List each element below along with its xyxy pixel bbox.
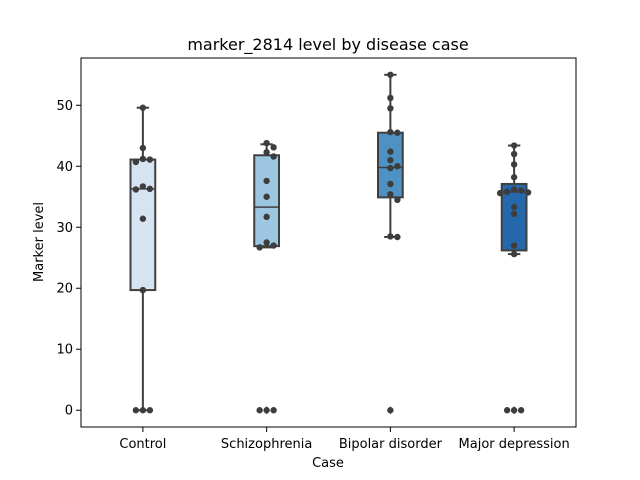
data-point xyxy=(387,105,394,112)
data-point xyxy=(510,174,518,181)
data-point xyxy=(387,148,394,155)
axes: 0 10 20 30 40 50 Control Schizophrenia Bipolar d… xyxy=(56,99,569,452)
data-point xyxy=(503,407,511,414)
y-tick-label: 30 xyxy=(56,221,73,236)
data-point xyxy=(270,153,277,160)
box xyxy=(500,182,528,252)
data-point xyxy=(387,191,394,198)
chart-title: marker_2814 level by disease case xyxy=(187,35,468,55)
data-point xyxy=(146,185,154,193)
data-point xyxy=(394,129,401,136)
data-point xyxy=(510,210,518,218)
box-group-control xyxy=(129,106,157,412)
data-point xyxy=(510,142,518,149)
data-point xyxy=(496,189,504,197)
data-point xyxy=(517,407,525,414)
plot-area xyxy=(129,71,532,415)
data-point xyxy=(510,407,518,414)
data-point xyxy=(524,189,532,196)
x-tick-label: Control xyxy=(119,437,166,452)
y-tick-label: 0 xyxy=(65,404,73,419)
y-axis-label: Marker level xyxy=(32,202,47,282)
data-point xyxy=(387,71,394,78)
swarm-bipolar-disorder xyxy=(387,71,401,414)
x-tick-label: Major depression xyxy=(459,437,570,452)
data-point xyxy=(263,239,270,246)
data-point xyxy=(387,164,394,172)
data-point xyxy=(263,213,270,221)
data-point xyxy=(387,94,394,102)
data-point xyxy=(270,144,277,151)
data-point xyxy=(510,242,518,249)
data-point xyxy=(394,233,401,241)
data-point xyxy=(510,250,518,258)
data-point xyxy=(503,188,511,196)
x-tick-label: Bipolar disorder xyxy=(339,437,443,452)
box xyxy=(253,154,280,248)
data-point xyxy=(394,196,401,204)
data-point xyxy=(132,407,140,414)
x-axis-label: Case xyxy=(312,456,344,471)
data-point xyxy=(263,193,270,200)
data-point xyxy=(139,144,147,152)
swarm-major-depression xyxy=(496,142,532,414)
data-point xyxy=(139,215,147,222)
data-point xyxy=(517,187,525,194)
data-point xyxy=(510,186,518,193)
data-point xyxy=(510,161,518,168)
y-tick-label: 40 xyxy=(56,160,73,175)
data-point xyxy=(146,156,154,163)
data-point xyxy=(263,149,270,156)
data-point xyxy=(263,139,270,147)
data-point xyxy=(387,156,394,164)
data-point xyxy=(132,158,140,166)
x-tick-label: Schizophrenia xyxy=(221,437,312,452)
swarm-control xyxy=(132,104,154,414)
data-point xyxy=(139,286,147,294)
data-point xyxy=(132,186,140,193)
data-point xyxy=(387,180,394,188)
y-tick-label: 50 xyxy=(56,99,73,114)
y-tick-label: 20 xyxy=(56,282,73,297)
data-point xyxy=(387,407,394,414)
data-point xyxy=(139,407,147,414)
data-point xyxy=(387,128,394,136)
data-point xyxy=(510,150,518,158)
axes-frame xyxy=(80,57,577,428)
data-point xyxy=(256,407,263,414)
data-point xyxy=(139,104,147,111)
data-point xyxy=(270,242,277,249)
data-point xyxy=(394,163,401,170)
data-point xyxy=(139,183,147,190)
data-point xyxy=(263,407,270,414)
data-point xyxy=(139,155,147,163)
y-tick-label: 10 xyxy=(56,343,73,358)
data-point xyxy=(256,244,263,251)
swarm-schizophrenia xyxy=(256,139,277,414)
data-point xyxy=(270,407,277,414)
data-point xyxy=(387,233,394,240)
data-point xyxy=(263,177,270,185)
box xyxy=(129,158,157,292)
data-point xyxy=(510,203,518,211)
data-point xyxy=(146,407,154,414)
